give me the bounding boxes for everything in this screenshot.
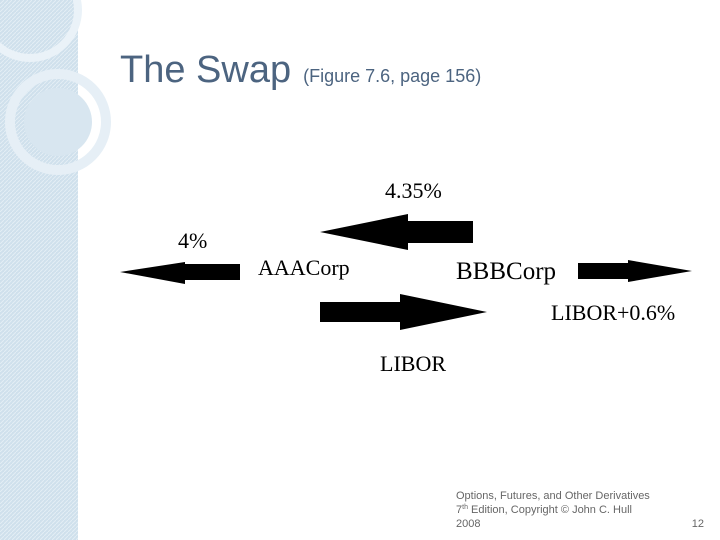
footer-text: Edition, Copyright © John C. Hull — [468, 504, 632, 516]
node-label: BBBCorp — [456, 258, 556, 285]
side-decoration — [0, 0, 111, 540]
node-label: AAACorp — [258, 255, 350, 280]
arrow-left — [120, 262, 240, 284]
footer-line: 7th Edition, Copyright © John C. Hull — [456, 504, 632, 516]
flow-label: 4% — [178, 228, 207, 253]
footer-line: 2008 — [456, 518, 480, 530]
flow-label: 4.35% — [385, 178, 442, 203]
title: The Swap (Figure 7.6, page 156) — [120, 49, 481, 91]
footer: Options, Futures, and Other Derivatives … — [456, 490, 704, 530]
arrows — [120, 214, 692, 330]
arrow-left — [320, 214, 473, 250]
flow-label: LIBOR+0.6% — [551, 300, 675, 325]
footer-line: Options, Futures, and Other Derivatives — [456, 490, 650, 502]
title-text: The Swap — [120, 49, 291, 91]
subtitle: (Figure 7.6, page 156) — [303, 66, 481, 86]
arrow-right — [320, 294, 487, 330]
flow-label: LIBOR — [380, 351, 446, 376]
footer-text: 7 — [456, 504, 462, 516]
page-number: 12 — [692, 518, 704, 530]
footer-superscript: th — [462, 504, 468, 511]
arrow-right — [578, 260, 692, 282]
